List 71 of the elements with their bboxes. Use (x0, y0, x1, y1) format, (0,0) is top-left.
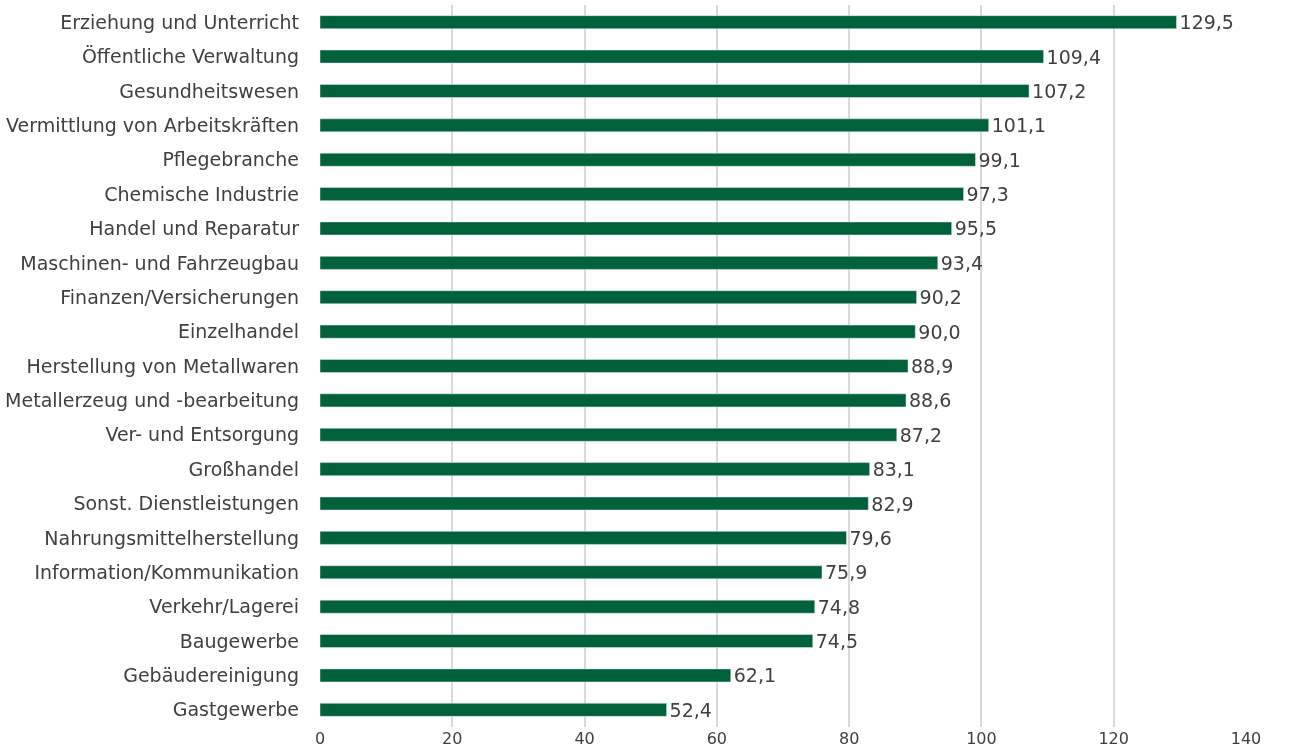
data-label: 87,2 (899, 423, 943, 446)
x-tick-label: 0 (314, 729, 326, 748)
y-tick-label: Information/Kommunikation (34, 560, 299, 583)
data-label: 79,6 (849, 526, 892, 549)
data-label: 109,4 (1046, 45, 1102, 68)
data-label: 101,1 (991, 114, 1047, 137)
bar (320, 290, 917, 305)
bar (320, 496, 869, 511)
bar (320, 152, 976, 167)
data-label: 129,5 (1179, 11, 1234, 34)
bar (320, 187, 964, 201)
bar (320, 531, 847, 545)
data-label: 83,1 (872, 458, 915, 481)
data-label: 52,4 (669, 698, 712, 721)
x-tick-label: 40 (574, 729, 595, 748)
bar (320, 599, 815, 614)
data-label: 90,2 (919, 286, 962, 309)
y-tick-label: Öffentliche Verwaltung (81, 45, 299, 68)
data-label: 62,1 (733, 664, 777, 687)
data-label: 90,0 (918, 320, 961, 343)
y-tick-label: Gebäudereinigung (123, 664, 299, 687)
data-label: 95,5 (954, 217, 997, 240)
bar (320, 668, 731, 683)
y-tick-label: Handel und Reparatur (89, 217, 300, 240)
x-tick-label: 60 (706, 729, 728, 748)
bar (320, 634, 814, 648)
bar (320, 359, 909, 373)
bar (320, 393, 907, 408)
y-tick-label: Vermittlung von Arbeitskräften (6, 113, 299, 136)
y-tick-label: Sonst. Dienstleistungen (73, 492, 299, 515)
y-tick-label: Nahrungsmittelherstellung (44, 526, 299, 549)
bar (320, 15, 1177, 29)
bar (320, 427, 898, 442)
y-tick-label: Großhandel (188, 457, 299, 480)
y-tick-label: Einzelhandel (177, 320, 299, 343)
data-label: 107,2 (1032, 79, 1087, 102)
y-tick-label: Baugewerbe (179, 629, 299, 652)
bar (320, 221, 952, 236)
x-tick-label: 80 (838, 729, 860, 748)
bar (320, 703, 667, 717)
data-label: 88,6 (909, 389, 952, 412)
y-tick-label: Metallerzeug und -bearbeitung (5, 389, 299, 412)
x-tick-label: 20 (442, 729, 463, 748)
y-tick-label: Chemische Industrie (104, 182, 299, 205)
y-tick-label: Ver- und Entsorgung (105, 423, 299, 446)
data-label: 74,8 (817, 595, 861, 618)
bar (320, 84, 1030, 98)
y-tick-label: Herstellung von Metallwaren (26, 354, 299, 377)
y-tick-label: Gastgewerbe (172, 698, 299, 721)
bar (320, 462, 870, 476)
y-tick-label: Pflegebranche (162, 148, 299, 171)
data-label: 97,3 (966, 183, 1009, 206)
bar (320, 118, 989, 133)
bar (320, 324, 916, 339)
data-label: 82,9 (871, 492, 914, 515)
y-tick-label: Gesundheitswesen (119, 79, 299, 102)
bar (320, 565, 823, 580)
x-tick-label: 100 (966, 729, 997, 748)
bar (320, 256, 939, 270)
y-tick-label: Erziehung und Unterricht (60, 10, 299, 33)
data-label: 75,9 (825, 561, 868, 584)
x-tick-label: 120 (1098, 729, 1129, 748)
y-tick-label: Maschinen- und Fahrzeugbau (20, 251, 299, 274)
data-label: 88,9 (911, 355, 954, 377)
data-label: 74,5 (815, 630, 859, 653)
y-tick-label: Finanzen/Versicherungen (60, 285, 299, 308)
bar (320, 49, 1044, 64)
data-label: 93,4 (940, 251, 984, 274)
data-label: 99,1 (978, 148, 1021, 171)
x-tick-label: 140 (1230, 729, 1262, 748)
y-tick-label: Verkehr/Lagerei (149, 595, 299, 618)
